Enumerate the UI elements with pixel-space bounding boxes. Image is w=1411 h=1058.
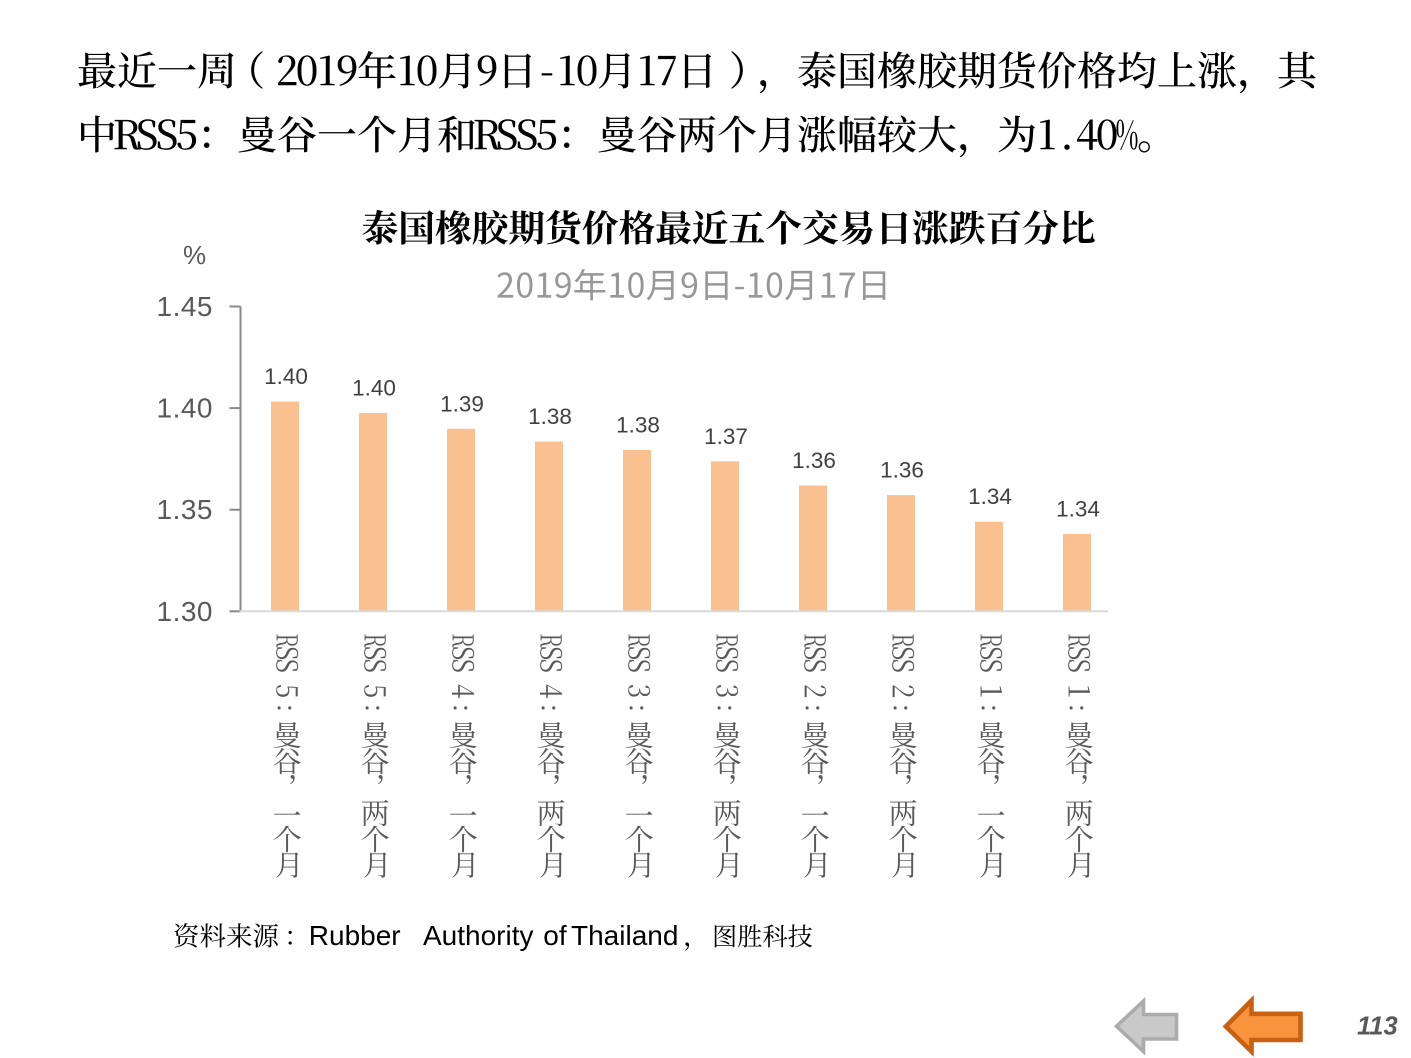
svg-text:1.40: 1.40 [264,364,308,389]
svg-text:1.40: 1.40 [157,393,214,424]
svg-text:Authority: Authority [423,920,534,951]
svg-text:1.45: 1.45 [157,291,214,322]
svg-text:Rubber: Rubber [309,920,401,951]
svg-text:1.36: 1.36 [792,448,836,473]
svg-text:1.34: 1.34 [968,484,1012,509]
svg-text:1.37: 1.37 [704,424,748,449]
svg-text:1.38: 1.38 [528,404,572,429]
svg-text:1.35: 1.35 [157,494,214,525]
svg-text:Thailand: Thailand [571,920,678,951]
svg-text:%: % [183,240,206,270]
svg-text:1.34: 1.34 [1056,496,1100,521]
svg-text:of: of [543,920,567,951]
svg-text:113: 113 [1357,1013,1398,1041]
svg-text:1.38: 1.38 [616,413,660,438]
svg-text:1.36: 1.36 [880,458,924,483]
svg-text:1.30: 1.30 [157,596,214,627]
svg-text:1.40: 1.40 [352,376,396,401]
svg-text:1.39: 1.39 [440,391,484,416]
